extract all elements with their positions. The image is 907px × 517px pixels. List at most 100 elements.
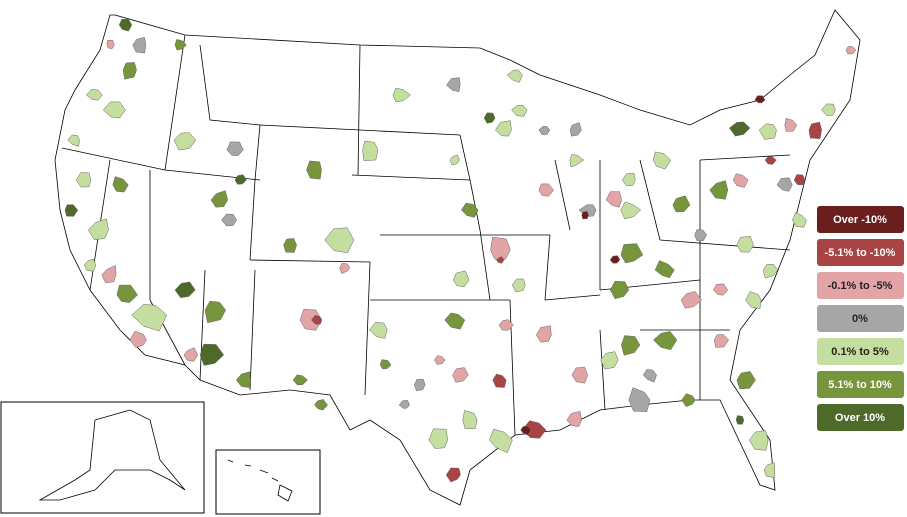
metro-area bbox=[379, 359, 392, 370]
metro-area bbox=[621, 335, 641, 356]
metro-area bbox=[292, 374, 308, 386]
metro-area bbox=[122, 62, 137, 80]
metro-area bbox=[495, 120, 512, 137]
metro-area bbox=[712, 283, 729, 296]
metro-area bbox=[538, 183, 554, 197]
legend-label: 5.1% to 10% bbox=[828, 379, 892, 391]
metro-area bbox=[793, 174, 805, 186]
metro-area bbox=[672, 195, 691, 213]
metro-area bbox=[444, 312, 466, 330]
metro-area bbox=[729, 121, 751, 137]
legend-swatch bbox=[817, 206, 904, 233]
legend-label: 0% bbox=[852, 313, 868, 325]
state-lines bbox=[61, 34, 791, 436]
metro-area bbox=[462, 410, 478, 430]
metro-area bbox=[339, 262, 351, 274]
metro-area bbox=[88, 218, 109, 241]
metro-area bbox=[204, 300, 226, 324]
legend-label: -5.1% to -10% bbox=[825, 247, 896, 259]
metro-area bbox=[116, 284, 138, 303]
metro-area bbox=[609, 255, 621, 264]
metro-area bbox=[845, 46, 857, 55]
metro-area bbox=[581, 211, 589, 220]
metro-area bbox=[605, 191, 622, 208]
metro-area bbox=[174, 38, 187, 51]
metro-area bbox=[483, 112, 496, 124]
metro-area bbox=[681, 393, 696, 408]
legend-swatch bbox=[817, 338, 904, 365]
metro-area bbox=[64, 204, 79, 217]
hawaii-outline bbox=[227, 459, 293, 502]
metro-area bbox=[453, 270, 470, 288]
metro-area bbox=[569, 122, 582, 137]
metro-area bbox=[600, 351, 619, 370]
metro-area bbox=[694, 229, 708, 241]
legend-swatch bbox=[817, 404, 904, 431]
metro-area bbox=[369, 321, 388, 339]
metro-area bbox=[173, 132, 197, 151]
metro-area bbox=[496, 256, 505, 264]
metro-area bbox=[221, 213, 237, 227]
metro-area bbox=[762, 263, 779, 279]
metro-area bbox=[67, 134, 80, 147]
metro-area bbox=[511, 104, 528, 117]
us-map bbox=[54, 9, 861, 506]
metro-area bbox=[283, 238, 297, 253]
metro-area bbox=[452, 367, 469, 383]
metro-area bbox=[129, 330, 147, 348]
metro-area bbox=[235, 371, 251, 388]
metro-area bbox=[449, 155, 460, 166]
metro-area bbox=[413, 378, 426, 392]
metro-area bbox=[106, 40, 115, 49]
metro-area bbox=[428, 428, 448, 449]
metro-area bbox=[362, 140, 379, 161]
metro-area bbox=[498, 319, 514, 331]
metro-area bbox=[299, 308, 322, 331]
metro-area bbox=[131, 304, 168, 332]
metro-area bbox=[745, 291, 762, 309]
legend-label: 0.1% to 5% bbox=[831, 346, 889, 358]
metro-area bbox=[445, 467, 461, 483]
metro-area bbox=[714, 334, 730, 348]
alaska-outline bbox=[38, 409, 186, 501]
metro-area bbox=[609, 280, 630, 299]
metro-area bbox=[446, 77, 461, 93]
metro-area bbox=[758, 123, 777, 140]
metro-area bbox=[83, 258, 97, 272]
us-outline bbox=[54, 9, 861, 506]
metro-area bbox=[102, 101, 126, 119]
metro-area bbox=[210, 190, 228, 208]
metro-area bbox=[538, 126, 550, 136]
metro-area bbox=[118, 18, 133, 32]
legend-swatch bbox=[817, 272, 904, 299]
metro-area bbox=[392, 87, 411, 103]
metro-area bbox=[511, 278, 526, 293]
metro-area bbox=[324, 227, 355, 254]
metro-area bbox=[566, 410, 582, 427]
metro-area bbox=[536, 325, 552, 343]
metro-area bbox=[199, 343, 225, 366]
metro-area bbox=[314, 399, 328, 411]
metro-area bbox=[764, 156, 777, 165]
metro-area bbox=[112, 176, 129, 193]
metro-area bbox=[489, 428, 513, 454]
legend: Over -10% -5.1% to -10% -0.1% to -5% 0% 0.1%… bbox=[817, 206, 904, 431]
legend-swatch bbox=[817, 305, 904, 332]
metro-area bbox=[492, 373, 507, 388]
metro-area bbox=[754, 95, 766, 104]
metro-area bbox=[132, 36, 147, 54]
metro-area bbox=[520, 425, 531, 436]
metro-area bbox=[311, 314, 323, 325]
legend-swatch bbox=[817, 239, 904, 266]
hawaii-inset bbox=[215, 449, 321, 515]
metro-area bbox=[792, 212, 807, 228]
metro-area bbox=[620, 201, 642, 220]
metro-area bbox=[735, 415, 745, 425]
metro-area bbox=[763, 462, 776, 478]
metro-area bbox=[571, 366, 588, 384]
metro-areas bbox=[64, 18, 857, 483]
metro-area bbox=[506, 69, 523, 83]
legend-swatch bbox=[817, 371, 904, 398]
metro-area bbox=[736, 371, 756, 390]
metro-area bbox=[709, 180, 729, 200]
